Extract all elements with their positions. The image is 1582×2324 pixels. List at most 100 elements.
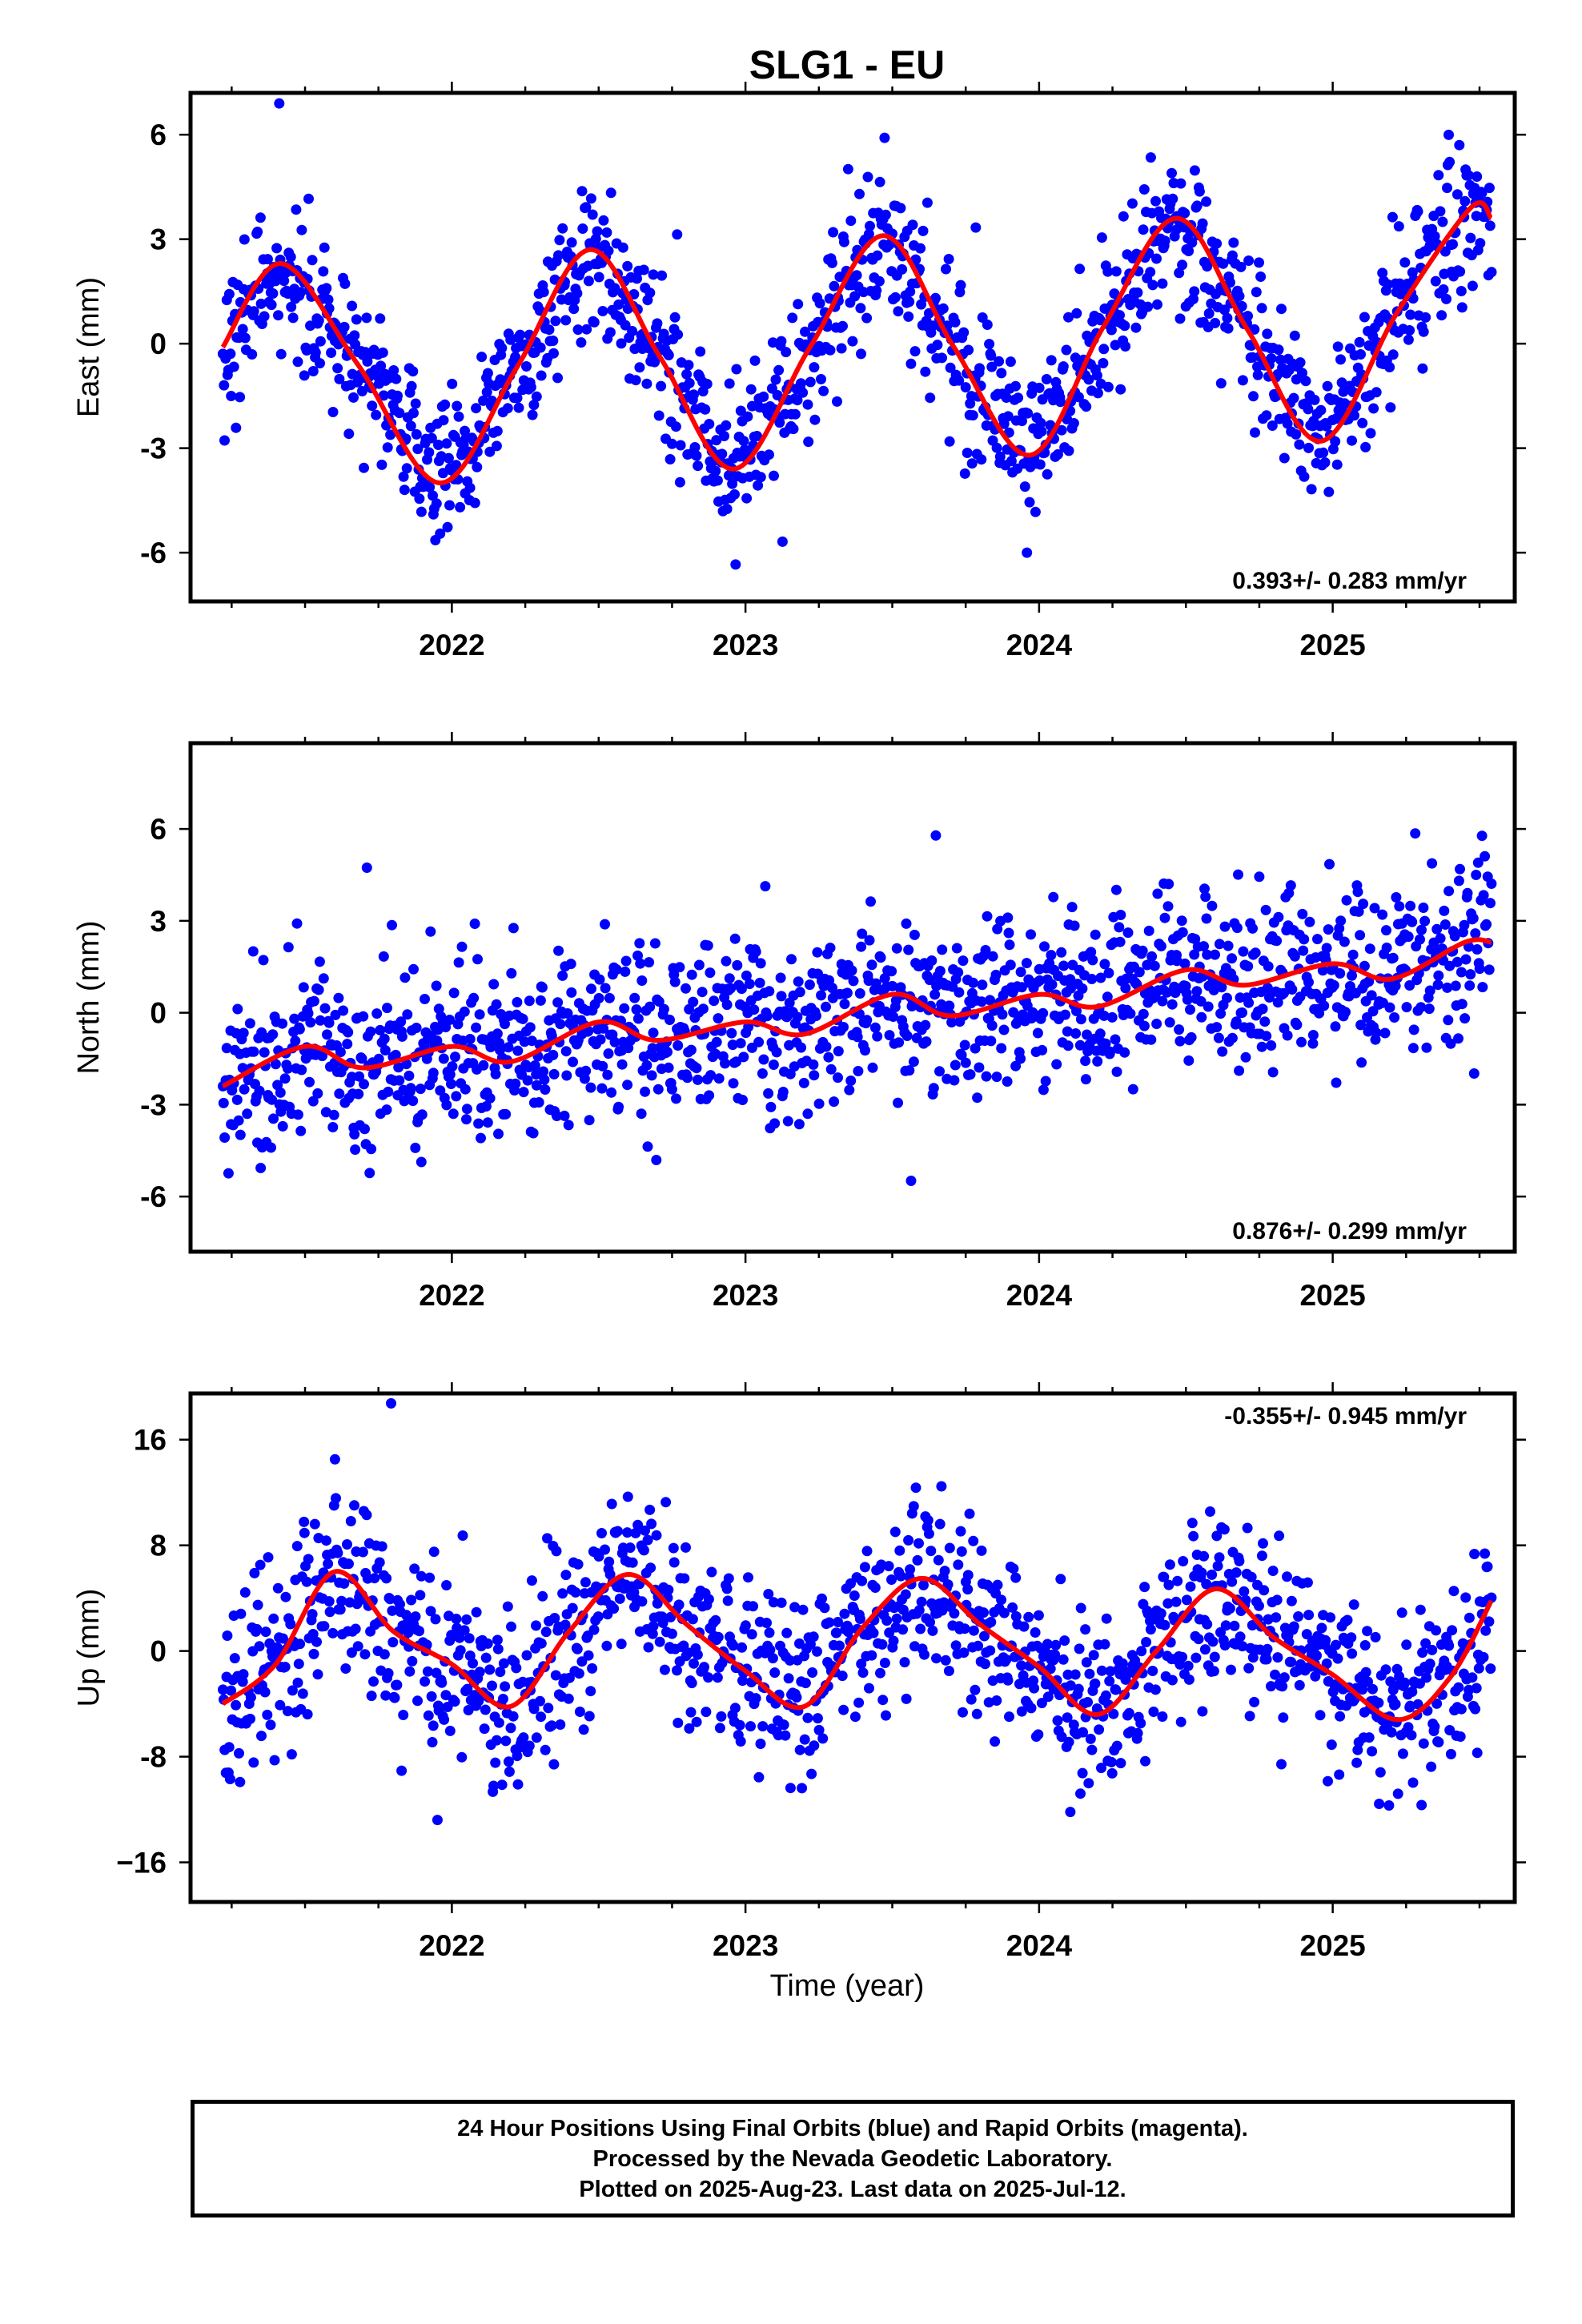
up-data-point <box>1170 1596 1182 1607</box>
north-data-point <box>1394 901 1405 912</box>
up-data-point <box>551 1546 562 1557</box>
east-data-point <box>787 312 798 324</box>
north-data-point <box>792 1011 803 1023</box>
east-data-point <box>585 193 596 204</box>
east-data-point <box>431 498 442 509</box>
north-data-point <box>444 1069 456 1080</box>
up-data-point <box>838 1704 849 1715</box>
east-data-point <box>597 306 608 316</box>
up-data-point <box>881 1710 891 1721</box>
up-data-point <box>612 1526 623 1537</box>
up-data-point <box>496 1779 508 1791</box>
east-data-point <box>921 197 933 208</box>
east-data-point <box>970 222 982 233</box>
north-data-point <box>1271 935 1283 947</box>
east-data-point <box>730 559 741 570</box>
north-data-point <box>1364 943 1375 955</box>
up-data-point <box>1181 1594 1192 1606</box>
up-data-point <box>414 1626 425 1637</box>
north-data-point <box>1227 953 1238 964</box>
north-data-point <box>970 1043 981 1054</box>
up-data-point <box>299 1516 310 1527</box>
up-data-point <box>1096 1763 1106 1774</box>
north-data-point <box>1077 983 1088 994</box>
north-data-point <box>760 881 771 892</box>
up-data-point <box>1164 1559 1175 1570</box>
north-data-point <box>682 1072 693 1084</box>
east-data-point <box>544 324 555 336</box>
north-data-point <box>651 1155 662 1165</box>
east-data-point <box>428 490 438 501</box>
up-data-point <box>661 1497 672 1508</box>
north-data-point <box>314 956 325 967</box>
up-data-point <box>1029 1683 1040 1694</box>
east-data-point <box>1002 411 1014 422</box>
up-data-point <box>498 1658 509 1669</box>
north-data-point <box>720 1058 730 1069</box>
east-data-point <box>1383 279 1393 290</box>
east-data-point <box>1030 506 1041 517</box>
north-data-point <box>1202 949 1213 960</box>
north-y-tick-label: -3 <box>140 1088 167 1121</box>
east-data-point <box>788 424 799 435</box>
north-data-point <box>517 1013 528 1024</box>
east-data-point <box>641 378 652 389</box>
north-data-point <box>1330 1021 1341 1032</box>
north-data-point <box>320 1107 331 1118</box>
north-y-axis-label: North (mm) <box>72 920 106 1074</box>
east-data-point <box>656 270 668 281</box>
north-data-point <box>1199 941 1209 952</box>
north-data-point <box>1464 980 1476 991</box>
up-data-point <box>753 1771 765 1783</box>
east-data-point <box>1074 263 1086 275</box>
north-data-point <box>1102 991 1113 1003</box>
up-data-point <box>940 1655 951 1666</box>
up-data-point <box>1262 1643 1273 1655</box>
north-data-point <box>737 1095 748 1105</box>
up-data-point <box>1363 1676 1373 1687</box>
north-data-point <box>1379 1027 1391 1039</box>
up-data-point <box>1464 1612 1475 1623</box>
east-data-point <box>376 459 387 470</box>
east-data-point <box>941 263 951 275</box>
east-data-point <box>675 440 686 451</box>
east-data-point <box>440 399 451 410</box>
up-data-point <box>1158 1571 1170 1582</box>
east-data-point <box>1332 341 1343 352</box>
north-data-point <box>285 1420 295 1430</box>
east-data-point <box>1042 468 1053 480</box>
up-data-point <box>1396 1607 1407 1618</box>
up-data-point <box>1321 1658 1332 1669</box>
east-data-point <box>239 332 251 344</box>
east-data-point <box>845 215 857 227</box>
east-data-point <box>967 410 978 421</box>
north-data-point <box>968 977 978 988</box>
north-data-point <box>905 1176 917 1186</box>
up-data-point <box>428 1546 440 1558</box>
north-data-point <box>548 1068 560 1080</box>
north-data-point <box>364 1168 375 1179</box>
up-data-point <box>1177 1651 1188 1663</box>
east-data-point <box>704 419 715 429</box>
north-data-point <box>223 1168 234 1179</box>
up-data-point <box>1140 1755 1150 1767</box>
east-data-point <box>634 362 645 373</box>
north-data-point <box>1166 999 1178 1010</box>
up-data-point <box>1148 1707 1159 1717</box>
up-data-point <box>345 1516 356 1526</box>
up-data-point <box>761 1618 772 1628</box>
north-data-point <box>959 1039 970 1051</box>
north-data-point <box>536 982 548 993</box>
up-data-point <box>426 1691 437 1702</box>
up-data-point <box>958 1707 968 1718</box>
north-data-point <box>255 1163 267 1173</box>
north-data-point <box>861 1015 873 1026</box>
east-data-point <box>1096 232 1107 243</box>
east-y-axis-label: East (mm) <box>72 277 106 417</box>
up-data-point <box>1033 1610 1044 1621</box>
east-data-point <box>742 411 753 422</box>
north-data-point <box>305 1017 316 1028</box>
east-data-point <box>1256 303 1267 314</box>
north-data-point <box>951 943 962 954</box>
